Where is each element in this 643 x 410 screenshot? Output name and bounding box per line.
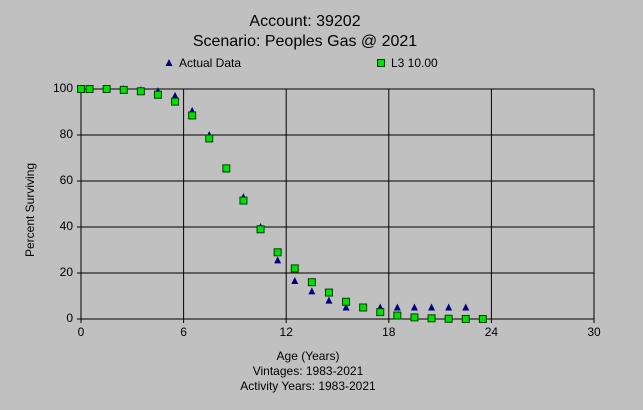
triangle-marker xyxy=(171,91,179,99)
square-marker xyxy=(119,85,128,94)
x-tick-label: 0 xyxy=(78,325,85,339)
triangle-marker xyxy=(462,303,470,311)
triangle-marker xyxy=(274,256,282,264)
square-marker xyxy=(273,248,282,257)
square-marker xyxy=(376,308,385,317)
y-axis-label: Percent Surviving xyxy=(23,163,37,257)
legend-label: L3 10.00 xyxy=(391,56,438,70)
square-marker xyxy=(342,297,351,306)
triangle-marker xyxy=(291,277,299,285)
square-marker xyxy=(393,311,402,320)
square-marker xyxy=(461,315,470,323)
legend-marker xyxy=(377,59,385,67)
x-tick-label: 12 xyxy=(280,325,294,339)
x-tick-label: 30 xyxy=(587,325,601,339)
y-tick-label: 60 xyxy=(60,173,74,187)
x-tick-label: 24 xyxy=(485,325,499,339)
triangle-marker xyxy=(342,303,350,311)
square-marker xyxy=(324,288,333,297)
chart-subtitle: Scenario: Peoples Gas @ 2021 xyxy=(193,33,417,50)
square-marker xyxy=(188,111,197,120)
square-marker xyxy=(77,85,85,93)
y-tick-label: 20 xyxy=(60,265,74,279)
square-marker xyxy=(136,87,145,96)
triangle-marker xyxy=(445,303,453,311)
note: Vintages: 1983-2021 xyxy=(253,364,364,378)
chart-title: Account: 39202 xyxy=(249,13,360,30)
square-marker xyxy=(205,134,214,143)
legend-marker xyxy=(165,59,173,66)
y-tick-label: 80 xyxy=(60,127,74,141)
square-marker xyxy=(444,314,453,323)
square-marker xyxy=(427,314,436,323)
triangle-marker xyxy=(428,303,436,311)
square-marker xyxy=(256,225,265,234)
triangle-marker xyxy=(308,287,316,295)
y-tick-label: 0 xyxy=(66,311,73,325)
square-marker xyxy=(359,303,368,312)
x-axis-label: Age (Years) xyxy=(277,349,340,363)
legend-label: Actual Data xyxy=(179,56,241,70)
triangle-marker xyxy=(393,303,401,311)
square-marker xyxy=(222,164,231,173)
square-marker xyxy=(478,315,487,323)
square-marker xyxy=(239,196,248,205)
triangle-marker xyxy=(410,303,418,311)
square-marker xyxy=(171,97,180,106)
x-tick-label: 18 xyxy=(382,325,396,339)
square-marker xyxy=(290,264,299,273)
square-marker xyxy=(85,85,94,93)
square-marker xyxy=(307,278,316,287)
square-marker xyxy=(410,313,419,322)
triangle-marker xyxy=(325,296,333,304)
square-marker xyxy=(102,85,111,93)
square-marker xyxy=(153,90,162,99)
note: Activity Years: 1983-2021 xyxy=(240,379,376,393)
x-tick-label: 6 xyxy=(180,325,187,339)
y-tick-label: 40 xyxy=(60,219,74,233)
y-tick-label: 100 xyxy=(53,81,73,95)
